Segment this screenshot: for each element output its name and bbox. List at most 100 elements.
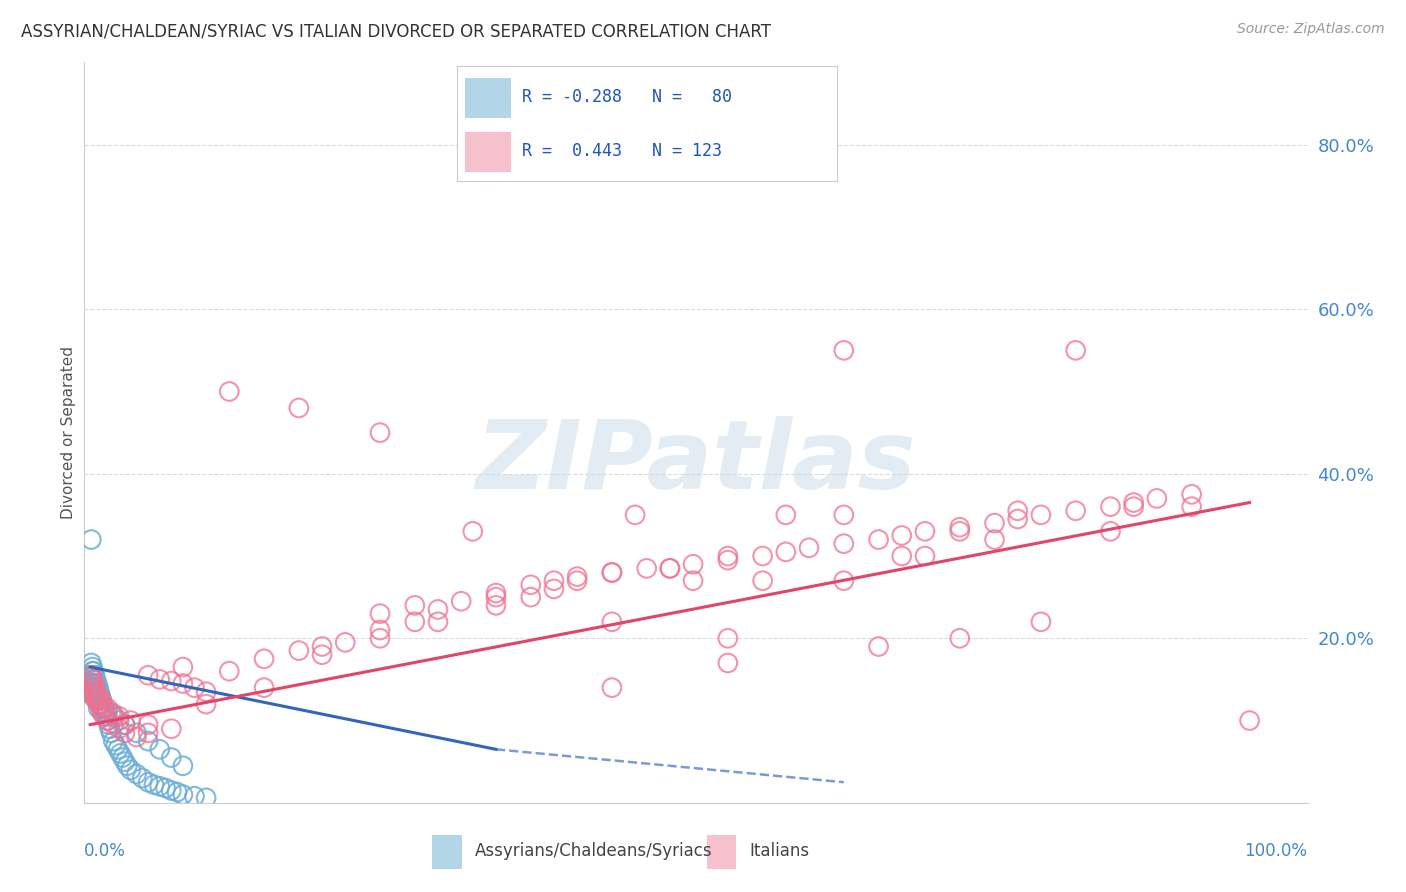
Point [87,701,110,715]
Point [131,771,153,785]
Point [172,758,194,772]
Point [83,668,105,682]
Point [485,586,508,600]
Point [717,549,740,563]
Point [288,643,311,657]
Point [108,709,131,723]
Point [404,599,426,613]
Point [103,717,125,731]
Point [83,676,105,690]
Point [519,590,541,604]
Point [87,689,110,703]
Point [80,676,103,690]
Point [832,574,855,588]
Point [949,520,972,534]
Point [600,615,623,629]
Point [108,714,131,728]
Text: Source: ZipAtlas.com: Source: ZipAtlas.com [1237,22,1385,37]
Point [160,783,183,797]
Point [983,533,1005,547]
Point [183,681,205,695]
Point [311,640,333,654]
Point [288,401,311,415]
Point [90,706,112,720]
Point [751,574,773,588]
Point [461,524,484,539]
Point [142,778,165,792]
Point [82,681,104,695]
Point [172,788,194,802]
Point [83,673,105,687]
Point [84,693,107,707]
Point [1146,491,1168,506]
Point [136,717,159,731]
Point [335,635,357,649]
Point [83,676,105,690]
Point [83,673,105,687]
Point [1239,714,1261,728]
Point [160,750,183,764]
Point [86,689,108,703]
Point [98,722,121,736]
Point [84,689,107,703]
Point [83,689,105,703]
Point [682,558,704,572]
Point [1122,495,1144,509]
Point [172,676,194,690]
Point [311,648,333,662]
Point [1029,615,1052,629]
Point [82,676,104,690]
Point [90,701,112,715]
Point [89,689,111,703]
Point [83,681,105,695]
Point [111,750,134,764]
Point [136,726,159,740]
Point [90,701,112,715]
Point [103,709,125,723]
Text: ASSYRIAN/CHALDEAN/SYRIAC VS ITALIAN DIVORCED OR SEPARATED CORRELATION CHART: ASSYRIAN/CHALDEAN/SYRIAC VS ITALIAN DIVO… [21,22,770,40]
Point [83,668,105,682]
Point [1099,500,1122,514]
Point [565,574,588,588]
Point [93,709,115,723]
Point [136,668,159,682]
Point [543,582,565,596]
Point [543,574,565,588]
Point [100,706,122,720]
Point [83,681,105,695]
Point [120,763,142,777]
Point [600,566,623,580]
Point [91,697,114,711]
Point [100,726,122,740]
Point [86,689,108,703]
Point [83,685,105,699]
Point [949,632,972,646]
Point [868,533,890,547]
Point [87,681,110,695]
Point [86,685,108,699]
Point [90,693,112,707]
Point [114,717,136,731]
Point [80,668,103,682]
Point [717,656,740,670]
Point [160,722,183,736]
Point [775,508,797,522]
Point [195,685,218,699]
Point [87,685,110,699]
Point [519,578,541,592]
Point [82,676,104,690]
Point [890,528,912,542]
Point [93,701,115,715]
Point [797,541,820,555]
Point [89,697,111,711]
Y-axis label: Divorced or Separated: Divorced or Separated [60,346,76,519]
Point [218,664,240,678]
Point [97,717,120,731]
Point [82,664,104,678]
Point [600,566,623,580]
Point [949,524,972,539]
Point [83,664,105,678]
Point [108,722,131,736]
Point [117,758,139,772]
Point [84,689,107,703]
